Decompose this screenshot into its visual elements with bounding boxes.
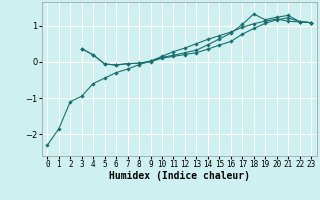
X-axis label: Humidex (Indice chaleur): Humidex (Indice chaleur) [109, 171, 250, 181]
